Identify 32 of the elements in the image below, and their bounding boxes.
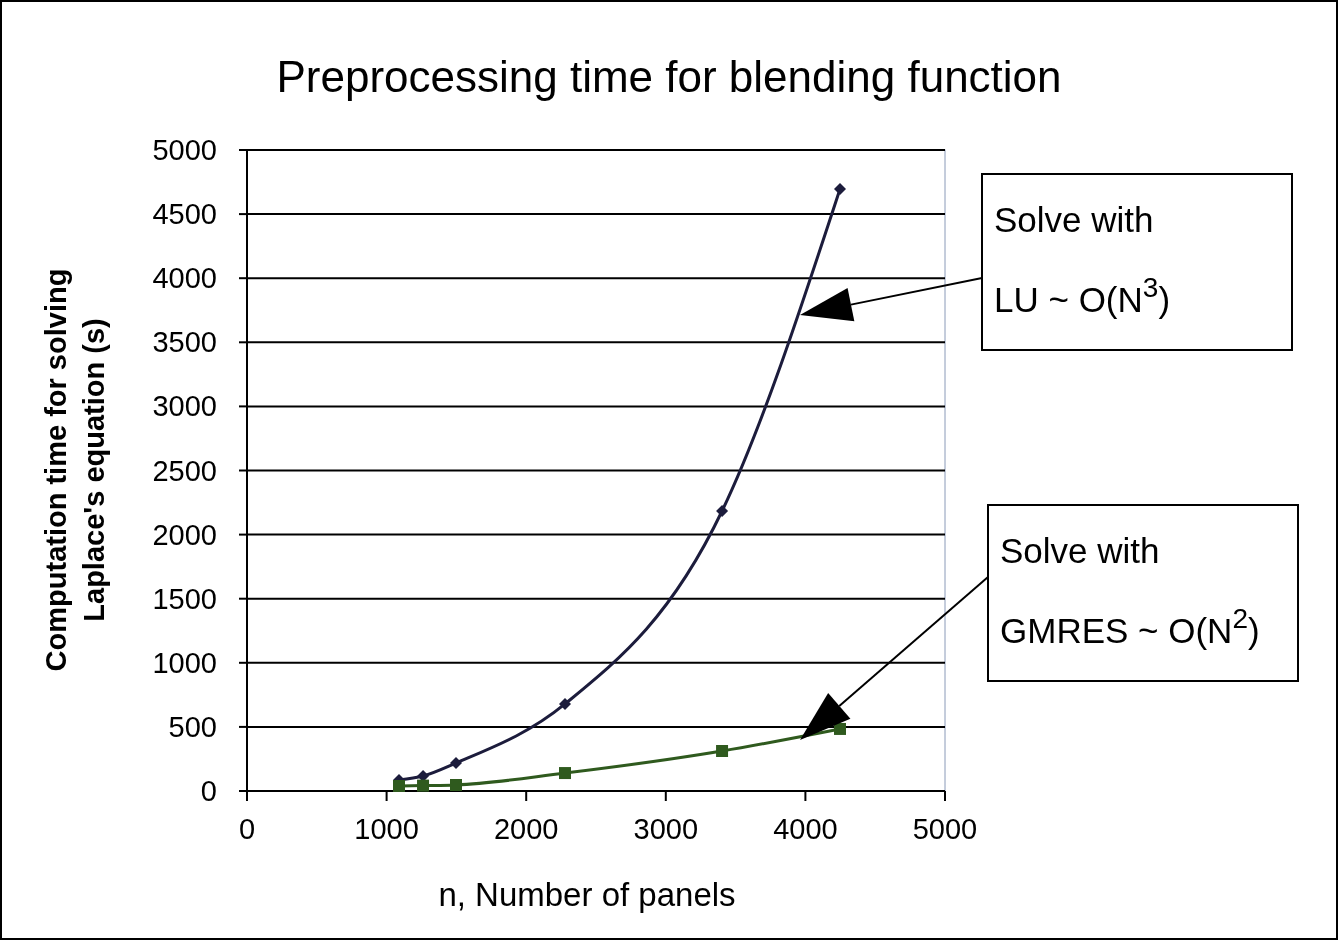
y-tick-label: 2500 (152, 454, 217, 487)
y-tick-label: 4500 (152, 198, 217, 231)
y-tick-label: 500 (168, 710, 217, 743)
chart-title: Preprocessing time for blending function (276, 52, 1062, 101)
point (417, 779, 430, 792)
x-tick-label: 1000 (354, 813, 419, 845)
point (834, 182, 847, 195)
point (449, 757, 462, 770)
x-tick-label: 3000 (633, 813, 699, 845)
point (559, 767, 572, 780)
text: Solve with LU ~ O(N$^{3}$) (994, 200, 1171, 319)
x-tick-label: 0 (238, 813, 256, 845)
y-tick-label: 2000 (152, 518, 217, 551)
point (834, 722, 847, 735)
y-tick-label: 1500 (152, 582, 217, 615)
y-tick-label: 1000 (152, 646, 217, 679)
y-tick-label: 5000 (152, 134, 217, 166)
x-tick-label: 2000 (493, 813, 559, 845)
x-axis-title: n, Number of panels (438, 876, 736, 913)
point (449, 778, 462, 791)
y-tick-label: 3500 (152, 326, 217, 359)
point (559, 697, 572, 710)
text: Solve with GMRES ~ O(N$^{2}$) (1000, 531, 1260, 650)
y-tick-label: 4000 (152, 262, 217, 295)
y-tick-label: 0 (200, 775, 217, 807)
x-tick-label: 4000 (773, 813, 838, 845)
y-tick-label: 3000 (152, 390, 217, 423)
point (716, 505, 729, 518)
x-tick-label: 5000 (912, 813, 978, 845)
point (716, 745, 729, 757)
y-axis-title: Computation time for solving Laplace's equation (s) (40, 268, 110, 672)
point (393, 780, 406, 792)
